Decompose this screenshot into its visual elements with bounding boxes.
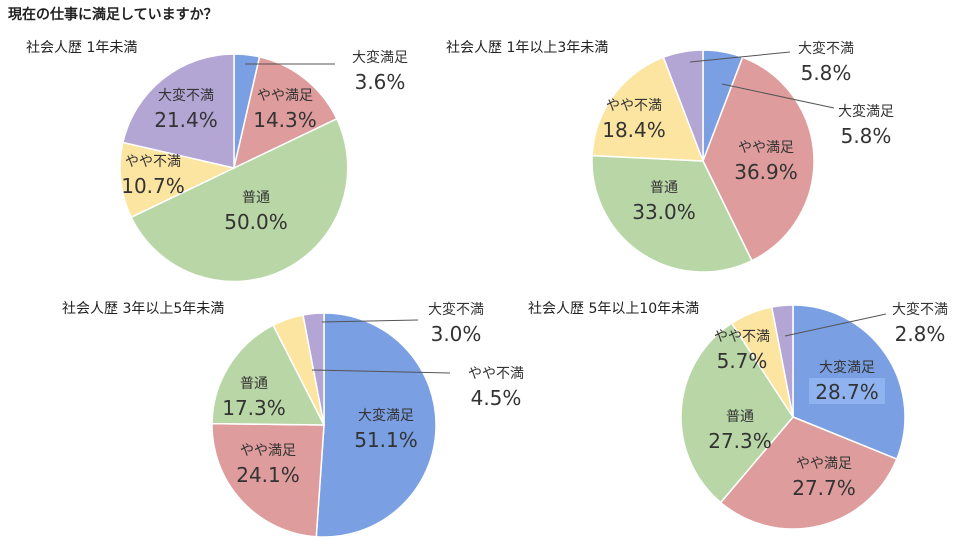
pie-slice-somewhat-satisfied	[702, 56, 815, 262]
slice-value-very-dissatisfied: 5.8%	[801, 61, 852, 85]
slice-value-very-satisfied: 3.6%	[355, 70, 406, 94]
pie-chart-4: 大変満足 28.7% やや満足 27.7% 普通 27.3% やや不満 5.7% 大変不満 2.8…	[680, 301, 948, 530]
leader-line-very-satisfied	[721, 83, 835, 109]
chart-title-2: 社会人歴 1年以上3年未満	[446, 40, 609, 56]
slice-label-very-satisfied: 大変満足	[838, 103, 894, 120]
slice-label-somewhat-satisfied: やや満足	[257, 88, 313, 104]
slice-label-neutral: 普通	[650, 180, 678, 196]
slice-value-very-dissatisfied: 21.4%	[154, 108, 218, 132]
slice-value-neutral: 27.3%	[708, 429, 772, 453]
pie-slice-somewhat-satisfied	[211, 422, 325, 538]
pie-slice-somewhat-dissatisfied	[591, 56, 705, 162]
page-title: 現在の仕事に満足していますか？	[8, 7, 218, 23]
slice-label-somewhat-dissatisfied: やや不満	[714, 329, 770, 345]
pie-slice-very-dissatisfied	[302, 312, 325, 426]
pie-slice-neutral	[680, 322, 794, 504]
pie-chart-2: 大変満足 5.8% やや満足 36.9% 普通 33.0% やや不満 18.4% 大変不満 5.8…	[591, 40, 894, 273]
slice-value-very-satisfied: 28.7%	[815, 380, 879, 404]
pie-chart-1: 大変満足 3.6% やや満足 14.3% 普通 50.0% やや不満 10.7% 大変不満 21.…	[119, 49, 408, 283]
pie-slice-somewhat-satisfied	[719, 416, 898, 530]
slice-value-somewhat-satisfied: 24.1%	[236, 463, 300, 487]
pie-slice-neutral	[211, 324, 326, 426]
slice-value-neutral: 17.3%	[222, 396, 286, 420]
pie-slice-somewhat-satisfied	[232, 56, 338, 170]
slice-value-somewhat-satisfied: 36.9%	[734, 160, 798, 184]
slice-label-very-dissatisfied: 大変不満	[428, 301, 484, 318]
slice-label-very-dissatisfied: 大変不満	[798, 40, 854, 57]
pie-slice-very-dissatisfied	[122, 53, 235, 169]
pie-chart-3: 大変満足 51.1% やや満足 24.1% 普通 17.3% やや不満 4.5% 大変不満 3.0…	[211, 301, 524, 538]
slice-value-very-satisfied: 51.1%	[354, 428, 418, 452]
slice-value-somewhat-dissatisfied: 5.7%	[717, 349, 768, 373]
slice-label-somewhat-dissatisfied: やや不満	[606, 98, 662, 114]
leader-line-very-dissatisfied	[689, 51, 791, 63]
slice-label-neutral: 普通	[726, 409, 754, 425]
chart-title-4: 社会人歴 5年以上10年未満	[528, 301, 700, 317]
slice-value-neutral: 50.0%	[224, 210, 288, 234]
slice-label-neutral: 普通	[240, 376, 268, 392]
slice-value-neutral: 33.0%	[632, 200, 696, 224]
chart-title-3: 社会人歴 3年以上5年未満	[62, 301, 225, 317]
pie-slice-very-satisfied	[315, 312, 437, 538]
leader-line-very-dissatisfied	[784, 313, 887, 337]
slice-label-somewhat-dissatisfied: やや不満	[125, 154, 181, 170]
chart-title-1: 社会人歴 1年未満	[26, 40, 138, 56]
slice-value-somewhat-satisfied: 27.7%	[792, 476, 856, 500]
leader-line-somewhat-dissatisfied	[311, 369, 451, 374]
pie-slice-very-dissatisfied	[770, 304, 794, 418]
slice-label-somewhat-satisfied: やや満足	[796, 456, 852, 472]
slice-value-very-dissatisfied: 2.8%	[895, 322, 946, 346]
pie-slice-somewhat-dissatisfied	[119, 141, 237, 219]
slice-label-somewhat-dissatisfied: やや不満	[468, 366, 524, 382]
slice-label-very-satisfied: 大変満足	[358, 407, 414, 424]
slice-label-very-dissatisfied: 大変不満	[892, 301, 948, 318]
slice-value-very-satisfied: 5.8%	[841, 124, 892, 148]
slice-value-somewhat-dissatisfied: 4.5%	[471, 386, 522, 410]
leader-line-very-dissatisfied	[321, 319, 419, 323]
slice-value-very-dissatisfied: 3.0%	[431, 322, 482, 346]
slice-label-very-dissatisfied: 大変不満	[158, 87, 214, 104]
slice-value-somewhat-dissatisfied: 10.7%	[121, 174, 185, 198]
pie-slice-neutral	[591, 154, 753, 273]
slice-value-somewhat-satisfied: 14.3%	[253, 108, 317, 132]
slice-label-very-satisfied: 大変満足	[352, 49, 408, 66]
slice-label-somewhat-satisfied: やや満足	[738, 140, 794, 156]
value-highlight	[809, 378, 885, 404]
slice-label-very-satisfied: 大変満足	[819, 359, 875, 376]
slice-label-somewhat-satisfied: やや満足	[240, 443, 296, 459]
slice-value-somewhat-dissatisfied: 18.4%	[602, 118, 666, 142]
pie-slice-very-dissatisfied	[662, 49, 704, 162]
slice-label-neutral: 普通	[242, 190, 270, 206]
pie-slice-neutral	[130, 117, 349, 283]
